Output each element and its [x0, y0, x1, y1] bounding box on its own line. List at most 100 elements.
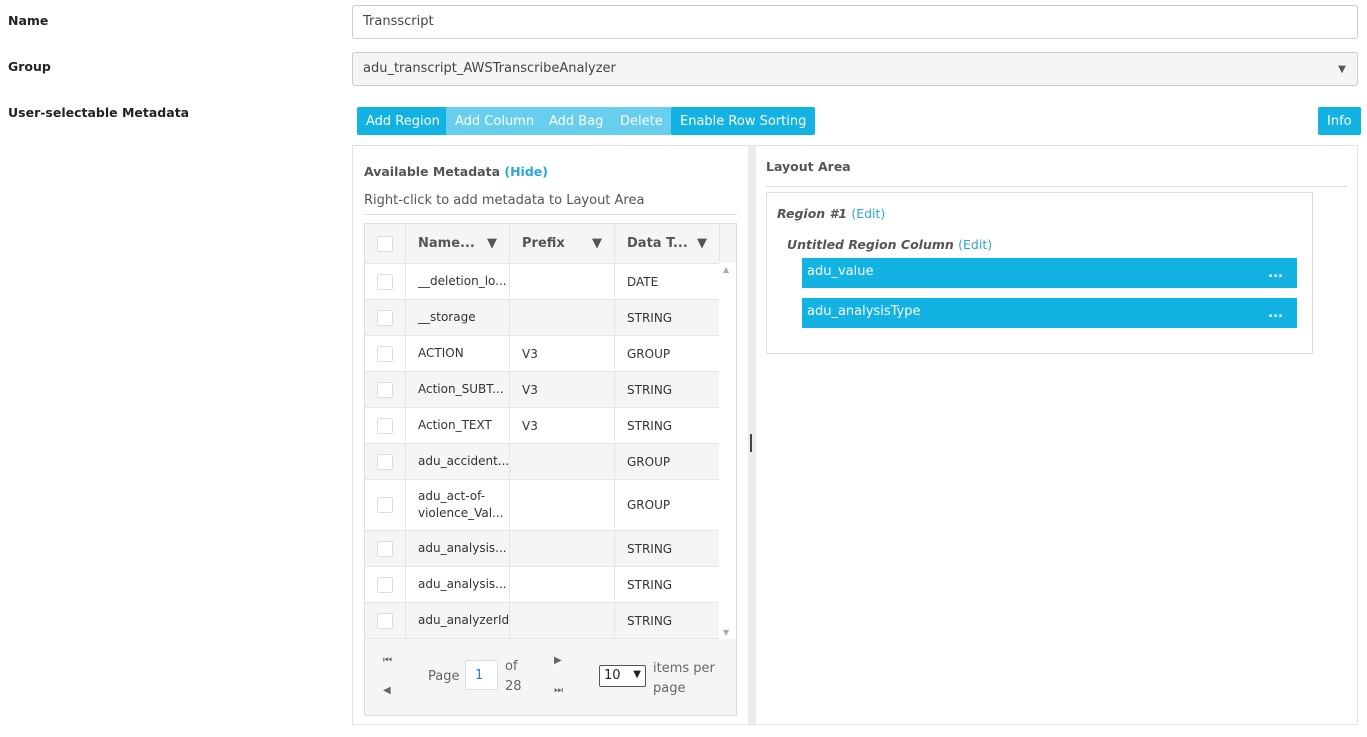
region-title: Region #1: [777, 206, 847, 221]
cell-name: adu_analysis...: [406, 531, 510, 566]
of-label: of: [505, 659, 518, 674]
cell-data-type: STRING: [615, 531, 720, 566]
layout-item[interactable]: adu_value...: [802, 258, 1297, 288]
cell-data-type: STRING: [615, 300, 720, 335]
caret-down-icon: ▼: [1338, 63, 1346, 75]
row-checkbox[interactable]: [377, 381, 393, 398]
cell-prefix: V3: [510, 408, 615, 443]
table-row[interactable]: __storage STRING: [365, 299, 736, 335]
more-icon[interactable]: ...: [1268, 266, 1283, 281]
add-column-button[interactable]: Add Column: [446, 107, 544, 135]
cell-data-type: STRING: [615, 372, 720, 407]
table-row[interactable]: adu_analysis... STRING: [365, 530, 736, 566]
delete-button[interactable]: Delete: [611, 107, 672, 135]
cell-prefix: [510, 444, 615, 479]
cell-name: adu_analysis...: [406, 567, 510, 602]
table-row[interactable]: adu_accident... GROUP: [365, 443, 736, 479]
table-header: Name... ▼ Prefix ▼ Data T... ▼: [365, 224, 736, 263]
metadata-panel: Available Metadata (Hide) Right-click to…: [352, 145, 1358, 725]
table-row[interactable]: adu_analysis... STRING: [365, 566, 736, 602]
chevron-down-icon: ▼: [633, 669, 641, 680]
group-label: Group: [8, 59, 51, 74]
cell-prefix: V3: [510, 336, 615, 371]
row-checkbox[interactable]: [377, 497, 393, 513]
row-checkbox[interactable]: [377, 273, 393, 290]
cell-data-type: GROUP: [615, 444, 720, 479]
cell-data-type: GROUP: [615, 336, 720, 371]
table-row[interactable]: Action_TEXT V3 STRING: [365, 407, 736, 443]
hint-text: Right-click to add metadata to Layout Ar…: [364, 193, 737, 215]
info-button[interactable]: Info: [1318, 107, 1361, 135]
filter-icon[interactable]: ▼: [487, 236, 497, 251]
table-row[interactable]: __deletion_lo... DATE: [365, 263, 736, 299]
cell-name: adu_accident...: [406, 444, 510, 479]
row-checkbox[interactable]: [377, 417, 393, 434]
row-checkbox[interactable]: [377, 612, 393, 629]
column-title: Untitled Region Column: [787, 237, 954, 252]
cell-name: adu_act-of-violence_Val...: [406, 480, 510, 530]
row-checkbox[interactable]: [377, 309, 393, 326]
prev-page-icon[interactable]: ◀: [383, 685, 391, 696]
cell-prefix: [510, 567, 615, 602]
table-row[interactable]: adu_act-of-violence_Val... GROUP: [365, 479, 736, 530]
region-edit-link[interactable]: (Edit): [851, 206, 886, 221]
page-input[interactable]: 1: [465, 660, 498, 690]
cell-prefix: V3: [510, 372, 615, 407]
select-all-checkbox[interactable]: [377, 235, 393, 252]
per-page-label: items per page: [653, 661, 715, 696]
more-icon[interactable]: ...: [1268, 306, 1283, 321]
enable-row-sorting-button[interactable]: Enable Row Sorting: [671, 107, 816, 135]
cell-prefix: [510, 531, 615, 566]
add-bag-button[interactable]: Add Bag: [540, 107, 613, 135]
cell-prefix: [510, 264, 615, 299]
table-scrollbar[interactable]: ▲ ▼: [719, 263, 736, 639]
filter-icon[interactable]: ▼: [697, 236, 707, 251]
cell-name: Action_SUBT...: [406, 372, 510, 407]
row-checkbox[interactable]: [377, 540, 393, 557]
cell-name: ACTION: [406, 336, 510, 371]
row-checkbox[interactable]: [377, 345, 393, 362]
row-checkbox[interactable]: [377, 453, 393, 470]
table-row[interactable]: adu_analyzerId STRING: [365, 602, 736, 638]
layout-area-heading: Layout Area: [766, 159, 1347, 187]
filter-icon[interactable]: ▼: [592, 236, 602, 251]
pager: ⏮ ◀ Page 1 of 28 ▶ ⏭ 10 ▼ items per page: [365, 638, 736, 715]
first-page-icon[interactable]: ⏮: [383, 655, 392, 666]
cell-prefix: [510, 480, 615, 530]
cell-prefix: [510, 300, 615, 335]
name-label: Name: [8, 13, 49, 28]
group-value: adu_transcript_AWSTranscribeAnalyzer: [363, 61, 616, 76]
per-page-select[interactable]: 10 ▼: [599, 665, 646, 687]
hide-link[interactable]: (Hide): [504, 164, 548, 179]
column-edit-link[interactable]: (Edit): [958, 237, 993, 252]
cell-data-type: DATE: [615, 264, 720, 299]
next-page-icon[interactable]: ▶: [554, 655, 562, 666]
metadata-label: User-selectable Metadata: [8, 105, 190, 120]
cell-data-type: STRING: [615, 567, 720, 602]
cell-name: adu_analyzerId: [406, 603, 510, 638]
row-checkbox[interactable]: [377, 576, 393, 593]
column-prefix[interactable]: Prefix ▼: [510, 224, 615, 263]
table-row[interactable]: ACTION V3 GROUP: [365, 335, 736, 371]
cell-name: __deletion_lo...: [406, 264, 510, 299]
column-name[interactable]: Name... ▼: [406, 224, 510, 263]
group-select[interactable]: adu_transcript_AWSTranscribeAnalyzer ▼: [352, 52, 1358, 86]
cell-name: __storage: [406, 300, 510, 335]
page-label: Page: [428, 669, 460, 684]
available-metadata-heading: Available Metadata (Hide): [364, 164, 548, 179]
cell-data-type: STRING: [615, 603, 720, 638]
last-page-icon[interactable]: ⏭: [554, 685, 563, 696]
panel-splitter[interactable]: [748, 146, 756, 724]
table-row[interactable]: Action_SUBT... V3 STRING: [365, 371, 736, 407]
total-pages: 28: [505, 679, 522, 694]
cell-prefix: [510, 603, 615, 638]
cell-data-type: GROUP: [615, 480, 720, 530]
cell-name: Action_TEXT: [406, 408, 510, 443]
region-box: Region #1 (Edit) Untitled Region Column …: [766, 192, 1313, 354]
name-input[interactable]: Transscript: [352, 5, 1358, 39]
column-data-type[interactable]: Data T... ▼: [615, 224, 720, 263]
add-region-button[interactable]: Add Region: [357, 107, 449, 135]
metadata-table: Name... ▼ Prefix ▼ Data T... ▼ __deletion_l…: [364, 223, 737, 716]
layout-item[interactable]: adu_analysisType...: [802, 298, 1297, 328]
cell-data-type: STRING: [615, 408, 720, 443]
